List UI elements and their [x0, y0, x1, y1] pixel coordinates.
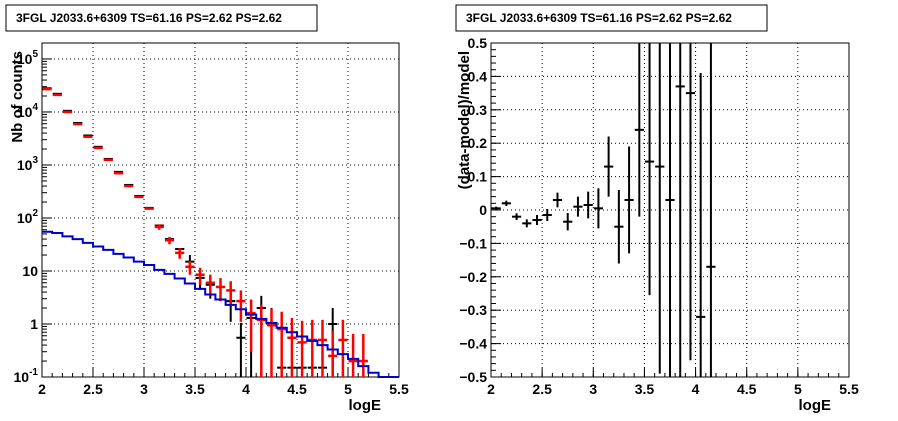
- plot-frame: [41, 42, 400, 378]
- data-point: [185, 260, 195, 275]
- y-tick-label: 0.3: [468, 102, 488, 118]
- data-point: [154, 224, 164, 230]
- x-tick-label: 4: [242, 381, 250, 397]
- chart-panel-residuals: 3FGL J2033.6+6309 TS=61.16 PS=2.62 PS=2.…: [455, 4, 859, 414]
- data-point: [542, 208, 552, 222]
- x-axis-label: logE: [349, 397, 382, 414]
- data-point: [644, 43, 655, 296]
- data-point: [583, 191, 593, 219]
- data-point: [593, 188, 604, 229]
- data-point: [552, 192, 563, 208]
- x-axis-label: logE: [799, 397, 832, 414]
- data-point: [491, 206, 501, 210]
- y-tick-label: −0.3: [459, 302, 487, 318]
- y-tick-label: 103: [17, 155, 39, 173]
- data-point: [655, 43, 665, 374]
- chart-title-box: [5, 4, 318, 32]
- data-point: [563, 213, 573, 231]
- data-point: [573, 196, 583, 217]
- data-point: [205, 274, 215, 296]
- data-point: [236, 290, 246, 322]
- data-point: [236, 322, 246, 377]
- y-tick-label: −0.5: [459, 369, 487, 385]
- data-point: [634, 43, 644, 217]
- data-point: [338, 319, 348, 377]
- x-tick-label: 5: [344, 381, 352, 397]
- data-point: [317, 319, 328, 377]
- y-tick-label: 105: [17, 49, 39, 67]
- y-tick-label: 0.4: [468, 68, 488, 84]
- data-point: [685, 43, 696, 361]
- data-point: [624, 146, 634, 254]
- y-tick-label: 0: [479, 202, 487, 218]
- data-point: [532, 215, 542, 226]
- data-point: [348, 333, 358, 377]
- data-point: [604, 136, 614, 197]
- x-tick-label: 3.5: [635, 381, 655, 397]
- x-tick-label: 3: [589, 381, 597, 397]
- x-tick-label: 3: [140, 381, 148, 397]
- x-tick-label: 2.5: [532, 381, 552, 397]
- data-point: [287, 317, 297, 377]
- x-tick-label: 3.5: [185, 381, 205, 397]
- data-point: [696, 73, 706, 377]
- data-point: [511, 213, 522, 221]
- data-point: [614, 189, 624, 264]
- data-point: [706, 43, 716, 377]
- y-tick-label: −0.4: [459, 336, 487, 352]
- chart-title-box: [455, 4, 768, 32]
- data-point: [164, 236, 175, 245]
- chart-title: 3FGL J2033.6+6309 TS=61.16 PS=2.62 PS=2.…: [466, 11, 732, 25]
- y-tick-label: −0.1: [459, 235, 487, 251]
- y-tick-label: −0.2: [459, 269, 487, 285]
- y-tick-label: 0.2: [468, 135, 488, 151]
- data-point: [215, 278, 226, 302]
- y-axis-label: (data-model)/model: [456, 51, 473, 189]
- data-point: [246, 299, 256, 352]
- x-tick-label: 5.5: [839, 381, 859, 397]
- y-tick-label: 104: [17, 102, 39, 120]
- data-point: [266, 308, 277, 377]
- chart-panel-counts: 3FGL J2033.6+6309 TS=61.16 PS=2.62 PS=2.…: [5, 4, 409, 414]
- x-tick-label: 2.5: [83, 381, 103, 397]
- y-tick-label: 10: [22, 263, 38, 279]
- data-point: [522, 219, 532, 228]
- x-tick-label: 5: [794, 381, 802, 397]
- y-axis-label: Nb of counts: [9, 51, 26, 143]
- data-point: [277, 311, 287, 377]
- x-tick-label: 4: [692, 381, 700, 397]
- y-tick-label: 102: [17, 208, 39, 226]
- y-tick-label: 0.1: [468, 169, 488, 185]
- x-tick-label: 4.5: [737, 381, 757, 397]
- data-point: [358, 333, 368, 377]
- data-point: [226, 281, 236, 306]
- model-histogram-line: [42, 230, 399, 378]
- data-point: [501, 200, 511, 206]
- data-point: [665, 43, 675, 377]
- data-point: [175, 248, 185, 259]
- x-tick-label: 5.5: [389, 381, 409, 397]
- data-point: [195, 267, 205, 285]
- y-tick-label: 1: [30, 316, 38, 332]
- y-tick-label: 10-1: [14, 367, 39, 385]
- data-point: [256, 304, 266, 377]
- x-tick-label: 2: [38, 381, 46, 397]
- chart-title: 3FGL J2033.6+6309 TS=61.16 PS=2.62 PS=2.…: [16, 11, 282, 25]
- data-point: [328, 330, 338, 377]
- data-point: [297, 320, 307, 377]
- data-point: [675, 43, 685, 377]
- y-tick-label: 0.5: [468, 35, 488, 51]
- x-tick-label: 4.5: [287, 381, 307, 397]
- x-tick-label: 2: [487, 381, 495, 397]
